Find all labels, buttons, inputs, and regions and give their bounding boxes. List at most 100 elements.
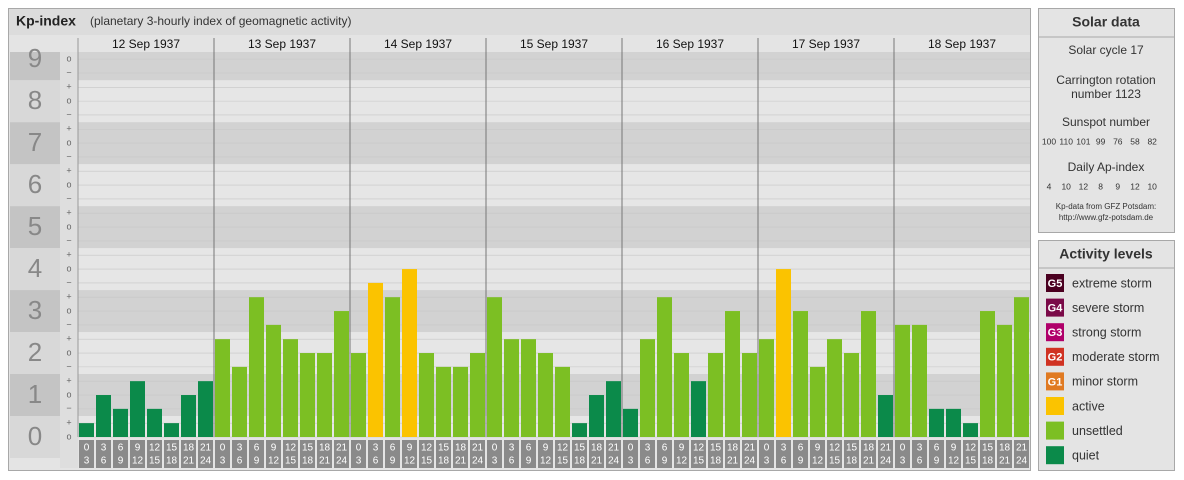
hour-end: 9: [526, 456, 532, 467]
hour-start: 6: [390, 443, 396, 454]
bar: [895, 324, 910, 437]
hour-cell: [708, 440, 723, 468]
hour-start: 3: [101, 443, 107, 454]
hour-start: 9: [407, 443, 413, 454]
date-label: 17 Sep 1937: [792, 37, 860, 51]
hour-cell: [79, 440, 94, 468]
level-name: minor storm: [1072, 375, 1138, 389]
bar: [113, 408, 128, 437]
band: [78, 52, 1030, 81]
hour-end: 15: [285, 456, 297, 467]
hour-end: 3: [492, 456, 498, 467]
hour-start: 9: [543, 443, 549, 454]
minor-tick-label: −: [66, 193, 71, 203]
hour-end: 3: [220, 456, 226, 467]
bar: [793, 311, 808, 437]
hour-end: 6: [237, 456, 243, 467]
hour-start: 12: [829, 443, 841, 454]
hour-end: 6: [645, 456, 651, 467]
y-label-cell: [10, 52, 60, 81]
y-label-cell: [10, 122, 60, 165]
hour-cell: [249, 440, 264, 468]
bar: [623, 408, 638, 437]
bar: [810, 366, 825, 437]
level-swatch: [1046, 347, 1064, 366]
solar-text: Sunspot number: [1062, 115, 1150, 129]
bar: [368, 282, 383, 437]
hour-end: 18: [710, 456, 722, 467]
date-label: 13 Sep 1937: [248, 37, 316, 51]
minor-tick-label: o: [66, 389, 71, 399]
hour-cell: [878, 440, 893, 468]
hour-cell: [283, 440, 298, 468]
hour-start: 18: [183, 443, 195, 454]
hour-start: 18: [727, 443, 739, 454]
solar-text: 82: [1147, 136, 1157, 146]
hour-start: 18: [319, 443, 331, 454]
bar: [878, 395, 893, 437]
bar: [776, 269, 791, 437]
level-swatch: [1046, 446, 1064, 465]
solar-text: Kp-data from GFZ Potsdam:: [1056, 202, 1156, 211]
hour-end: 24: [336, 456, 348, 467]
minor-tick-label: −: [66, 235, 71, 245]
bar: [708, 353, 723, 437]
hour-cell: [436, 440, 451, 468]
hour-end: 24: [880, 456, 892, 467]
hour-cell: [453, 440, 468, 468]
minor-tick-label: o: [66, 431, 71, 441]
panel-title: Solar data: [1072, 14, 1140, 30]
bar: [266, 324, 281, 437]
hour-cell: [844, 440, 859, 468]
chart-subtitle: (planetary 3-hourly index of geomagnetic…: [90, 14, 351, 28]
hour-start: 21: [336, 443, 348, 454]
hour-start: 6: [118, 443, 124, 454]
hour-start: 12: [285, 443, 297, 454]
bar: [317, 353, 332, 437]
bar: [980, 311, 995, 437]
minor-tick-label: +: [66, 334, 71, 344]
level-code: G5: [1048, 278, 1063, 290]
hour-end: 21: [999, 456, 1011, 467]
level-name: severe storm: [1072, 301, 1144, 315]
hour-start: 21: [880, 443, 892, 454]
hour-cell: [266, 440, 281, 468]
hour-end: 6: [781, 456, 787, 467]
hour-start: 3: [237, 443, 243, 454]
level-swatch: [1046, 421, 1064, 440]
y-label-cell: [10, 290, 60, 333]
hour-end: 12: [132, 456, 144, 467]
bar: [419, 353, 434, 437]
hour-start: 15: [166, 443, 178, 454]
hour-cell: [164, 440, 179, 468]
bar: [963, 423, 978, 437]
hour-cell: [402, 440, 417, 468]
minor-tick-label: −: [66, 109, 71, 119]
chart-title: Kp-index: [16, 13, 76, 29]
bar: [402, 269, 417, 437]
hour-end: 6: [917, 456, 923, 467]
bar: [198, 381, 213, 437]
hour-end: 18: [982, 456, 994, 467]
bar: [657, 297, 672, 437]
hour-cell: [963, 440, 978, 468]
level-name: strong storm: [1072, 325, 1141, 339]
hour-cell: [589, 440, 604, 468]
solar-text: 12: [1130, 181, 1140, 191]
hour-cell: [521, 440, 536, 468]
bar: [521, 339, 536, 437]
solar-text: Solar cycle 17: [1068, 43, 1144, 57]
minor-tick-label: −: [66, 319, 71, 329]
hour-end: 21: [727, 456, 739, 467]
y-label-cell: [10, 374, 60, 417]
solar-text: 99: [1096, 136, 1106, 146]
solar-text: Carrington rotation: [1056, 73, 1155, 87]
bar: [96, 395, 111, 437]
bar: [283, 339, 298, 437]
minor-tick-label: o: [66, 179, 71, 189]
hour-start: 18: [999, 443, 1011, 454]
level-swatch: [1046, 274, 1064, 292]
hour-end: 9: [254, 456, 260, 467]
hour-start: 0: [492, 443, 498, 454]
minor-tick-label: −: [66, 151, 71, 161]
